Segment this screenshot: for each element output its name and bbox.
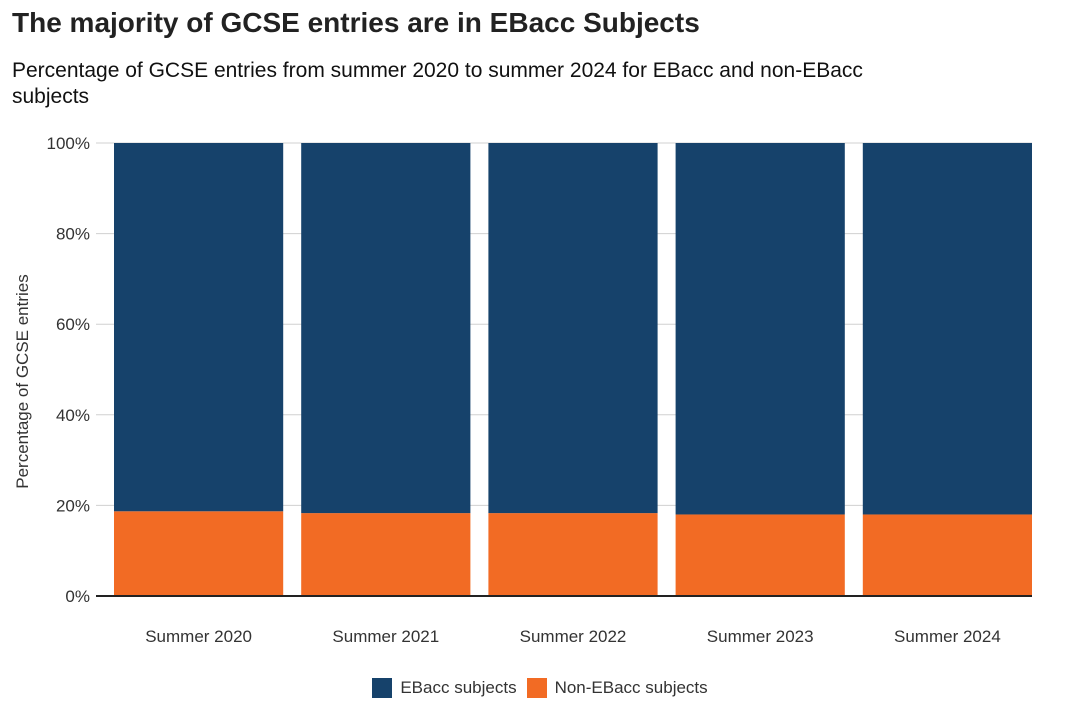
bar-ebacc-1 (114, 143, 284, 512)
bar-ebacc-4 (675, 143, 845, 515)
legend-label-ebacc: EBacc subjects (400, 678, 517, 697)
legend-label-non-ebacc: Non-EBacc subjects (554, 678, 708, 697)
legend-swatch-ebacc (372, 678, 393, 698)
y-axis-title: Percentage of GCSE entries (13, 274, 32, 489)
x-tick-label-2: Summer 2021 (332, 627, 439, 646)
x-tick-label-3: Summer 2022 (520, 627, 627, 646)
bar-non-ebacc-3 (488, 513, 658, 596)
x-tick-label-5: Summer 2024 (894, 627, 1001, 646)
y-tick-label-100: 100% (47, 134, 90, 153)
bar-non-ebacc-5 (862, 514, 1032, 596)
bar-non-ebacc-2 (301, 513, 471, 596)
legend-item-non-ebacc: Non-EBacc subjects (526, 678, 708, 698)
chart-title: The majority of GCSE entries are in EBac… (12, 7, 700, 38)
y-tick-label-40: 40% (56, 406, 90, 425)
y-tick-label-80: 80% (56, 225, 90, 244)
stacked-bar-chart: 0% 20% 40% 60% 80% 100% Summer 2020 Summer 2021… (13, 134, 1032, 646)
legend-item-ebacc: EBacc subjects (372, 678, 517, 698)
chart-subtitle: Percentage of GCSE entries from summer 2… (12, 59, 863, 108)
bar-non-ebacc-4 (675, 514, 845, 596)
bar-ebacc-3 (488, 143, 658, 514)
y-tick-label-20: 20% (56, 496, 90, 515)
x-tick-label-4: Summer 2023 (707, 627, 814, 646)
y-tick-label-60: 60% (56, 315, 90, 334)
bar-ebacc-5 (862, 143, 1032, 515)
x-tick-label-1: Summer 2020 (145, 627, 252, 646)
legend: EBacc subjects Non-EBacc subjects (0, 678, 1080, 698)
bar-non-ebacc-1 (114, 511, 284, 596)
legend-swatch-non-ebacc (526, 678, 547, 698)
bar-ebacc-2 (301, 143, 471, 514)
y-tick-label-0: 0% (65, 587, 90, 606)
